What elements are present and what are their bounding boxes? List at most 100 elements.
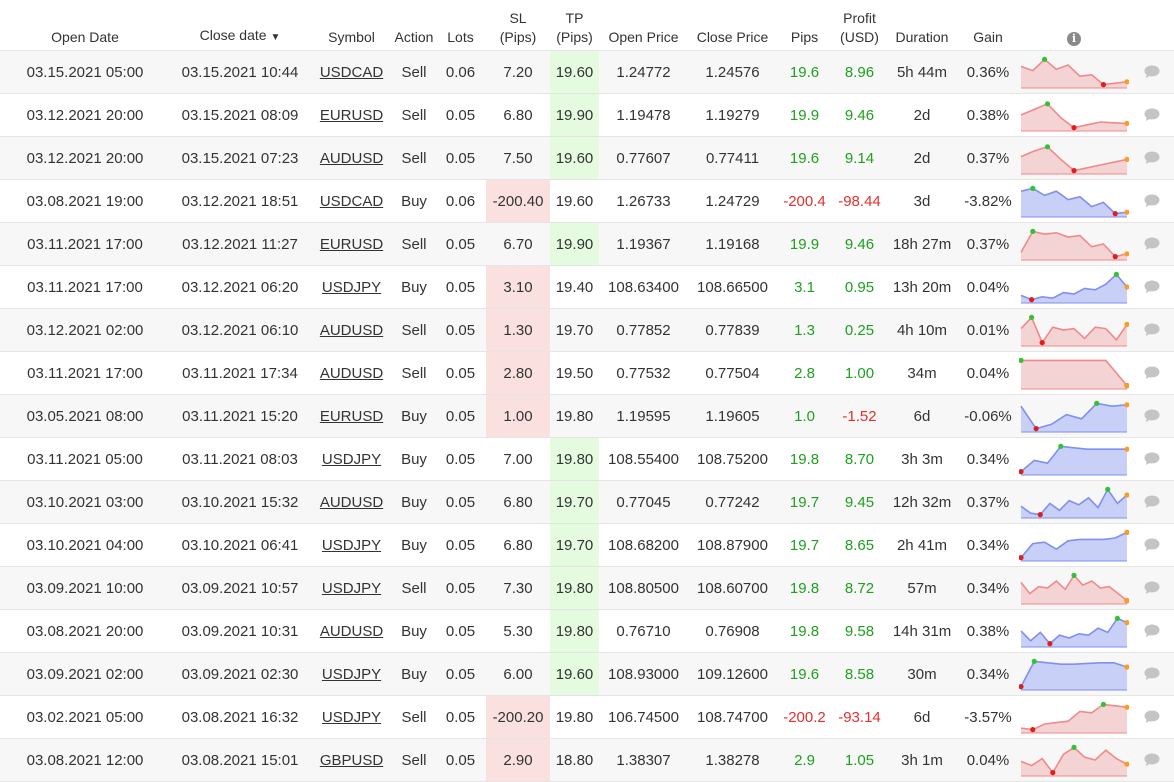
gain-cell-value: 0.37%: [966, 149, 1010, 167]
profit-cell: 9.45: [832, 480, 887, 524]
pips-cell: -200.2: [777, 695, 832, 739]
column-header-label: Profit: [843, 10, 876, 26]
comment-icon[interactable]: [1143, 408, 1161, 424]
sparkline-cell: [1019, 609, 1129, 653]
pips-cell: 19.8: [777, 437, 832, 481]
symbol-link[interactable]: USDJPY: [321, 450, 382, 468]
action-cell: Buy: [393, 480, 435, 524]
symbol-link[interactable]: AUDUSD: [319, 321, 384, 339]
table-row: 03.08.2021 19:00 03.12.2021 18:51 USDCAD Bu…: [0, 179, 1174, 223]
close-date-cell-value: 03.10.2021 06:41: [181, 536, 299, 554]
comment-icon[interactable]: [1143, 107, 1161, 123]
column-header-tp[interactable]: TP (Pips): [550, 0, 599, 51]
comment-icon[interactable]: [1143, 537, 1161, 553]
sl-cell: 6.80: [486, 480, 550, 524]
sparkline-close-marker: [1124, 620, 1129, 626]
symbol-link[interactable]: EURUSD: [319, 235, 384, 253]
open-date-cell: 03.05.2021 08:00: [0, 394, 170, 438]
pips-cell: 1.3: [777, 308, 832, 352]
close-date-cell: 03.09.2021 10:31: [170, 609, 310, 653]
open-date-cell: 03.08.2021 20:00: [0, 609, 170, 653]
sparkline-close-marker: [1124, 79, 1129, 85]
comment-icon[interactable]: [1143, 752, 1161, 768]
symbol-link[interactable]: USDCAD: [319, 192, 384, 210]
comment-icon[interactable]: [1143, 64, 1161, 80]
symbol-cell: AUDUSD: [310, 609, 393, 653]
close-date-cell-value: 03.15.2021 08:09: [181, 106, 299, 124]
tp-cell-value: 19.60: [555, 665, 594, 683]
column-header-lots[interactable]: Lots: [435, 0, 486, 51]
column-header-profit[interactable]: Profit (USD): [832, 0, 887, 51]
comment-cell: [1129, 695, 1174, 739]
info-icon[interactable]: i: [1067, 32, 1081, 46]
comment-icon[interactable]: [1143, 150, 1161, 166]
comment-icon[interactable]: [1143, 322, 1161, 338]
close-date-cell-value: 03.09.2021 02:30: [181, 665, 299, 683]
sparkline-min-marker: [1037, 512, 1043, 518]
duration-cell-value: 18h 27m: [892, 235, 952, 253]
sparkline-min-marker: [1033, 426, 1039, 432]
comment-icon[interactable]: [1143, 193, 1161, 209]
profit-cell-value: 9.46: [844, 106, 875, 124]
symbol-link[interactable]: USDJPY: [321, 536, 382, 554]
column-header-duration[interactable]: Duration: [887, 0, 957, 51]
comment-icon[interactable]: [1143, 623, 1161, 639]
comment-icon[interactable]: [1143, 279, 1161, 295]
symbol-link[interactable]: USDCAD: [319, 63, 384, 81]
profit-cell: 8.70: [832, 437, 887, 481]
column-header-action[interactable]: Action: [393, 0, 435, 51]
comment-icon[interactable]: [1143, 365, 1161, 381]
lots-cell-value: 0.05: [445, 149, 476, 167]
tp-cell-value: 19.70: [555, 493, 594, 511]
comment-icon[interactable]: [1143, 580, 1161, 596]
symbol-cell: USDJPY: [310, 523, 393, 567]
symbol-link[interactable]: AUDUSD: [319, 493, 384, 511]
close-price-cell: 108.87900: [688, 523, 777, 567]
symbol-link[interactable]: EURUSD: [319, 407, 384, 425]
tp-cell: 19.80: [550, 437, 599, 481]
symbol-link[interactable]: USDJPY: [321, 708, 382, 726]
pips-cell-value: 19.6: [789, 63, 820, 81]
symbol-link[interactable]: USDJPY: [321, 665, 382, 683]
column-header-close-price[interactable]: Close Price: [688, 0, 777, 51]
close-date-cell-value: 03.11.2021 08:03: [182, 450, 298, 468]
symbol-link[interactable]: USDJPY: [321, 278, 382, 296]
symbol-link[interactable]: AUDUSD: [319, 149, 384, 167]
pips-cell: -200.4: [777, 179, 832, 223]
symbol-cell: EURUSD: [310, 394, 393, 438]
comment-cell: [1129, 566, 1174, 610]
column-header-label: Gain: [973, 29, 1003, 45]
column-header-open-price[interactable]: Open Price: [599, 0, 688, 51]
open-date-cell-value: 03.11.2021 17:00: [27, 364, 143, 382]
open-price-cell-value: 1.24772: [616, 63, 671, 81]
duration-cell-value: 2d: [913, 149, 931, 167]
comment-icon[interactable]: [1143, 666, 1161, 682]
lots-cell: 0.05: [435, 480, 486, 524]
column-header-pips[interactable]: Pips: [777, 0, 832, 51]
gain-cell-value: 0.38%: [966, 622, 1010, 640]
column-header-close-date[interactable]: Close date ▼: [170, 0, 310, 51]
gain-cell-value: 0.34%: [966, 579, 1010, 597]
symbol-link[interactable]: AUDUSD: [319, 364, 384, 382]
symbol-link[interactable]: GBPUSD: [319, 751, 384, 769]
column-header-symbol[interactable]: Symbol: [310, 0, 393, 51]
comment-icon[interactable]: [1143, 709, 1161, 725]
tp-cell-value: 19.40: [555, 278, 594, 296]
open-date-cell: 03.10.2021 03:00: [0, 480, 170, 524]
sparkline-line: [1020, 315, 1128, 345]
comment-icon[interactable]: [1143, 236, 1161, 252]
column-header-gain[interactable]: Gain: [957, 0, 1019, 51]
sparkline-cell: [1019, 652, 1129, 696]
column-header-open-date[interactable]: Open Date: [0, 0, 170, 51]
comment-icon[interactable]: [1143, 451, 1161, 467]
symbol-link[interactable]: AUDUSD: [319, 622, 384, 640]
sparkline-area: [1021, 704, 1127, 733]
comment-icon[interactable]: [1143, 494, 1161, 510]
symbol-link[interactable]: USDJPY: [321, 579, 382, 597]
table-row: 03.11.2021 05:00 03.11.2021 08:03 USDJPY Bu…: [0, 437, 1174, 481]
sparkline-cell: [1019, 50, 1129, 94]
symbol-link[interactable]: EURUSD: [319, 106, 384, 124]
pips-cell-value: -200.2: [783, 708, 826, 726]
close-date-cell: 03.11.2021 17:34: [170, 351, 310, 395]
column-header-sl[interactable]: SL (Pips): [486, 0, 550, 51]
